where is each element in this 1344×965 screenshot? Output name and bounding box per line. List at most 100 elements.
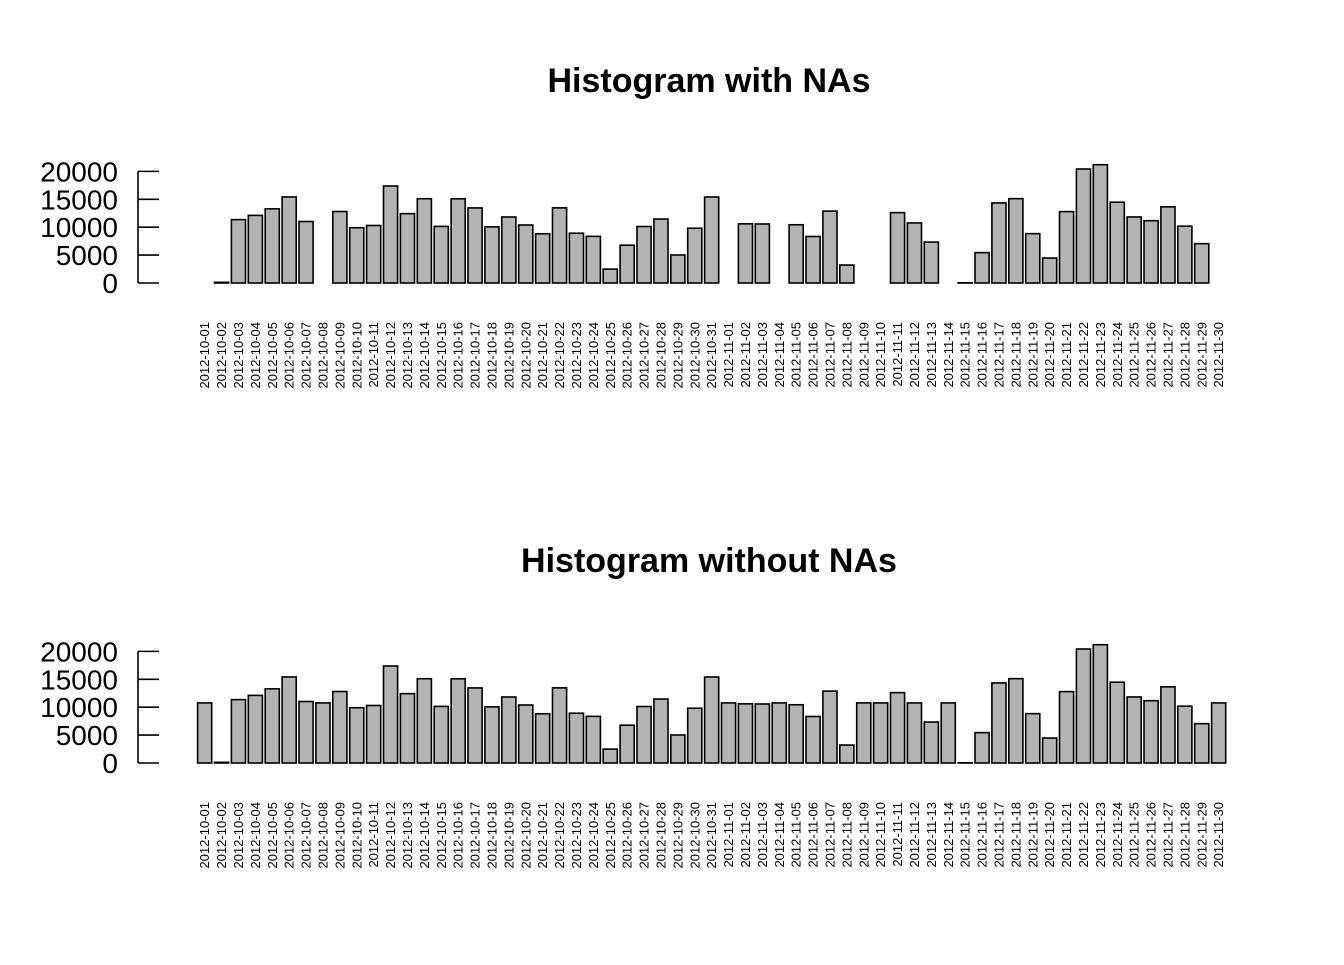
x-tick-label: 2012-11-08 <box>839 802 854 868</box>
bar-2012-10-29 <box>671 255 685 283</box>
x-tick-label: 2012-11-29 <box>1194 802 1209 868</box>
bar-2012-10-31 <box>705 677 719 763</box>
x-tick-label: 2012-11-23 <box>1093 322 1108 388</box>
bar-2012-11-14 <box>941 703 955 763</box>
bar-2012-10-03 <box>231 220 245 283</box>
x-tick-label: 2012-10-24 <box>586 802 601 869</box>
bar-2012-11-25 <box>1127 697 1141 763</box>
x-tick-label: 2012-10-13 <box>400 802 415 869</box>
bar-2012-11-21 <box>1060 212 1074 283</box>
x-tick-label: 2012-10-20 <box>518 802 533 869</box>
bar-2012-11-12 <box>907 703 921 763</box>
bar-2012-10-17 <box>468 688 482 763</box>
bar-2012-11-26 <box>1144 701 1158 763</box>
bar-2012-11-24 <box>1110 682 1124 763</box>
bar-2012-11-13 <box>924 242 938 283</box>
bar-2012-10-12 <box>384 186 398 283</box>
x-tick-label: 2012-10-18 <box>484 802 499 869</box>
bar-2012-11-19 <box>1026 714 1040 763</box>
x-tick-label: 2012-11-19 <box>1025 322 1040 388</box>
x-tick-label: 2012-10-12 <box>383 322 398 389</box>
x-tick-label: 2012-11-25 <box>1127 322 1142 388</box>
x-tick-label: 2012-11-13 <box>924 802 939 868</box>
x-tick-label: 2012-11-15 <box>958 802 973 868</box>
x-tick-label: 2012-10-30 <box>687 322 702 389</box>
x-tick-label: 2012-11-05 <box>789 802 804 868</box>
x-tick-label: 2012-11-18 <box>1008 802 1023 868</box>
bar-2012-11-29 <box>1195 244 1209 283</box>
bar-2012-10-04 <box>248 215 262 283</box>
bar-2012-10-16 <box>451 679 465 763</box>
bar-2012-10-11 <box>367 705 381 763</box>
bar-2012-10-10 <box>350 228 364 283</box>
x-tick-label: 2012-10-24 <box>586 322 601 389</box>
x-tick-label: 2012-10-12 <box>383 802 398 869</box>
chart-without-nas: Histogram without NAs 050001000015000200… <box>40 542 1226 869</box>
bar-2012-10-09 <box>333 212 347 284</box>
x-tick-label: 2012-11-07 <box>822 322 837 388</box>
x-tick-label: 2012-10-09 <box>332 802 347 869</box>
bar-2012-11-13 <box>924 722 938 763</box>
x-tick-label: 2012-10-02 <box>214 322 229 389</box>
bar-group <box>198 645 1226 763</box>
x-tick-label: 2012-10-23 <box>569 802 584 869</box>
x-tick-label: 2012-11-15 <box>958 322 973 388</box>
bar-2012-10-15 <box>434 226 448 283</box>
x-tick-label: 2012-10-25 <box>603 322 618 389</box>
bar-2012-10-04 <box>248 695 262 763</box>
x-tick-label: 2012-11-01 <box>721 322 736 388</box>
x-tick-label: 2012-10-11 <box>366 802 381 868</box>
bar-2012-11-06 <box>806 716 820 763</box>
bar-2012-10-21 <box>536 714 550 763</box>
bar-2012-10-13 <box>400 214 414 283</box>
x-tick-label: 2012-11-04 <box>772 802 787 868</box>
y-tick-label: 20000 <box>40 636 118 667</box>
x-tick-label: 2012-11-10 <box>873 322 888 388</box>
bar-2012-11-18 <box>1009 679 1023 763</box>
x-tick-label: 2012-10-28 <box>653 322 668 389</box>
x-tick-label: 2012-11-19 <box>1025 802 1040 868</box>
bar-2012-10-12 <box>384 666 398 763</box>
x-tick-label: 2012-10-04 <box>248 322 263 389</box>
bar-2012-11-20 <box>1043 738 1057 763</box>
bar-2012-10-08 <box>316 703 330 763</box>
x-tick-label: 2012-10-05 <box>265 802 280 869</box>
x-tick-label: 2012-10-21 <box>535 322 550 389</box>
x-tick-label: 2012-10-18 <box>484 322 499 389</box>
bar-2012-10-27 <box>637 227 651 283</box>
x-tick-label: 2012-10-14 <box>417 802 432 869</box>
bar-2012-10-24 <box>586 236 600 283</box>
bar-2012-11-05 <box>789 705 803 763</box>
bar-2012-11-17 <box>992 203 1006 283</box>
bar-2012-10-26 <box>620 725 634 763</box>
x-tick-label: 2012-11-11 <box>890 322 905 387</box>
x-tick-label: 2012-10-23 <box>569 322 584 389</box>
x-tick-label: 2012-10-17 <box>468 802 483 869</box>
bar-2012-10-19 <box>502 217 516 283</box>
x-tick-label: 2012-11-07 <box>822 802 837 868</box>
bar-2012-10-07 <box>299 222 313 283</box>
bar-2012-11-01 <box>722 703 736 763</box>
bar-2012-10-14 <box>417 199 431 283</box>
x-tick-label: 2012-11-17 <box>991 802 1006 868</box>
bar-2012-11-18 <box>1009 199 1023 283</box>
x-tick-label: 2012-10-27 <box>637 322 652 389</box>
bar-2012-11-26 <box>1144 221 1158 283</box>
x-tick-label: 2012-10-25 <box>603 802 618 869</box>
bar-2012-10-13 <box>400 694 414 763</box>
x-tick-label: 2012-11-26 <box>1144 802 1159 868</box>
x-tick-label: 2012-10-16 <box>451 322 466 389</box>
bar-2012-10-17 <box>468 208 482 283</box>
bar-2012-11-10 <box>874 703 888 763</box>
bar-2012-10-16 <box>451 199 465 283</box>
bar-2012-10-31 <box>705 197 719 283</box>
bar-2012-10-22 <box>553 208 567 283</box>
x-tick-label: 2012-10-26 <box>620 802 635 869</box>
x-tick-label: 2012-11-24 <box>1110 802 1125 868</box>
